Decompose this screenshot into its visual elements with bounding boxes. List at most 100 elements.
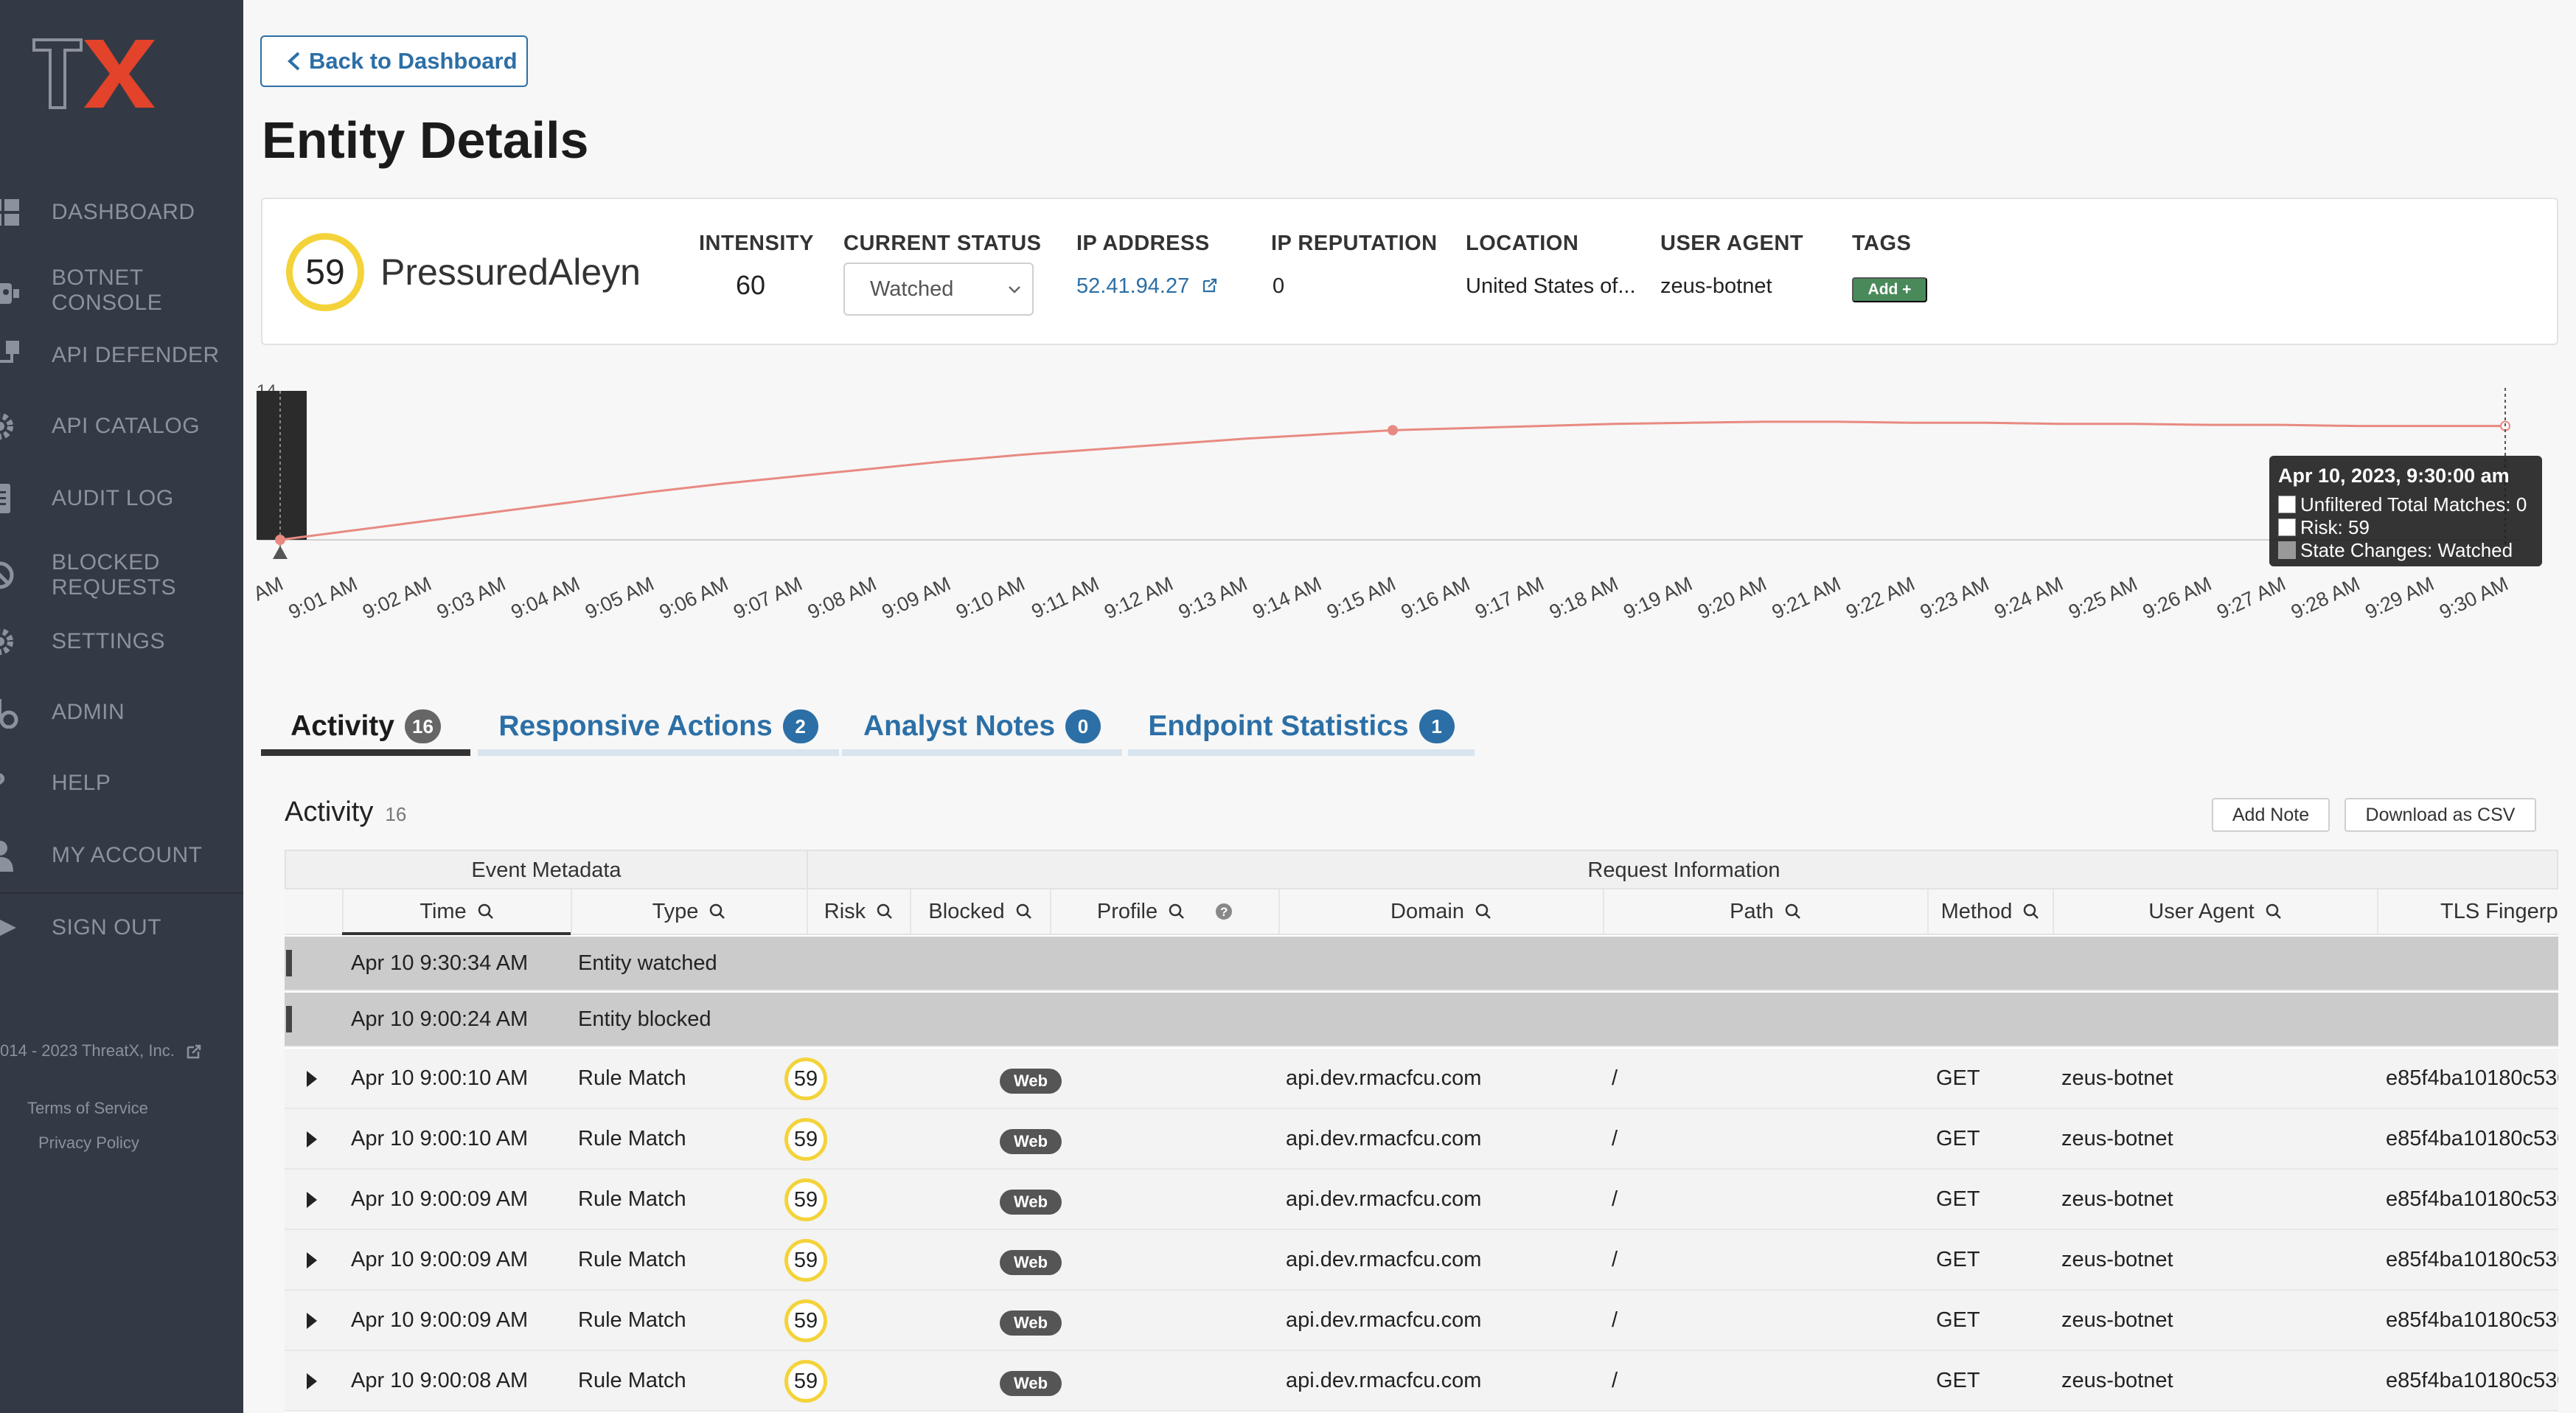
nav-label: SETTINGS: [52, 629, 166, 653]
search-icon[interactable]: [477, 903, 495, 920]
back-to-dashboard-button[interactable]: Back to Dashboard: [260, 35, 528, 87]
nav-api-defender[interactable]: API DEFENDER: [0, 339, 243, 372]
group-event-metadata: Event Metadata: [471, 858, 622, 882]
cell-domain: api.dev.rmacfcu.com: [1286, 1066, 1482, 1090]
nav-settings[interactable]: SETTINGS: [0, 625, 243, 658]
cell-time: Apr 10 9:00:09 AM: [351, 1187, 529, 1211]
current-status-select[interactable]: Watched: [843, 263, 1034, 316]
x-tick-label: 9:30 AM: [2436, 572, 2511, 623]
search-icon[interactable]: [1015, 903, 1033, 920]
chart-svg: 14---9:00 AM9:01 AM9:02 AM9:03 AM9:04 AM…: [211, 381, 2520, 623]
entity-activity-chart: 14---9:00 AM9:01 AM9:02 AM9:03 AM9:04 AM…: [211, 369, 2576, 664]
ip-address-value: 52.41.94.27: [1076, 274, 1190, 298]
x-tick-label: 9:25 AM: [2065, 572, 2140, 623]
nav-label: API DEFENDER: [52, 343, 220, 367]
cell-type: Rule Match: [578, 1066, 686, 1090]
cell-type: Entity blocked: [578, 1007, 711, 1031]
blocked-icon: [0, 561, 14, 589]
nav-api-catalog[interactable]: API CATALOG: [0, 410, 243, 442]
external-link-icon[interactable]: [185, 1043, 203, 1060]
column-header-path[interactable]: Path: [1603, 889, 1927, 934]
event-row[interactable]: Apr 10 9:30:34 AM Entity watched: [285, 937, 2558, 991]
x-tick-label: 9:06 AM: [656, 572, 731, 623]
cell-risk: 59: [784, 1299, 827, 1342]
sign-out-icon: [0, 920, 16, 936]
nav-help[interactable]: ? HELP: [0, 767, 243, 799]
add-note-button[interactable]: Add Note: [2212, 798, 2330, 832]
tooltip-row-text: State Changes: Watched: [2300, 539, 2513, 561]
nav-botnet-console[interactable]: BOTNET CONSOLE: [0, 265, 243, 317]
x-tick-label: 9:11 AM: [1028, 572, 1102, 622]
expand-row-icon[interactable]: [307, 1192, 317, 1208]
entity-name: PressuredAleyn: [380, 251, 641, 293]
threatx-logo[interactable]: [32, 37, 158, 111]
nav-dashboard[interactable]: DASHBOARD: [0, 196, 243, 229]
search-icon[interactable]: [2022, 903, 2040, 920]
search-icon[interactable]: [2265, 903, 2283, 920]
expand-row-icon[interactable]: [307, 1131, 317, 1148]
search-icon[interactable]: [876, 903, 894, 920]
expand-row-icon[interactable]: [307, 1313, 317, 1329]
add-tag-button[interactable]: Add +: [1852, 277, 1927, 302]
tooltip-swatch: [2278, 496, 2296, 513]
x-tick-label: 9:22 AM: [1842, 572, 1918, 623]
table-row[interactable]: Apr 10 9:00:09 AM Rule Match 59 Web api.…: [285, 1170, 2558, 1230]
cell-type: Rule Match: [578, 1187, 686, 1211]
tab-endpoint-statistics[interactable]: Endpoint Statistics 1: [1128, 697, 1475, 756]
x-tick-label: 9:03 AM: [434, 572, 509, 623]
tab-analyst-notes[interactable]: Analyst Notes 0: [842, 697, 1122, 756]
entity-risk-score: 59: [286, 233, 364, 311]
nav-label: AUDIT LOG: [52, 486, 174, 510]
column-header-method[interactable]: Method: [1927, 889, 2053, 934]
cell-user-agent: zeus-botnet: [2061, 1368, 2173, 1392]
tab-label: Endpoint Statistics: [1148, 710, 1409, 742]
cell-profile: Web: [1000, 1069, 1062, 1094]
nav-audit-log[interactable]: AUDIT LOG: [0, 482, 243, 515]
table-row[interactable]: Apr 10 9:00:10 AM Rule Match 59 Web api.…: [285, 1109, 2558, 1170]
privacy-policy-link[interactable]: Privacy Policy: [38, 1133, 139, 1152]
expand-row-icon[interactable]: [307, 1373, 317, 1389]
search-icon[interactable]: [1784, 903, 1802, 920]
table-row[interactable]: Apr 10 9:00:09 AM Rule Match 59 Web api.…: [285, 1291, 2558, 1351]
cell-method: GET: [1936, 1066, 1980, 1090]
column-header-user-agent[interactable]: User Agent: [2053, 889, 2377, 934]
tab-count-badge: 2: [782, 709, 818, 743]
search-icon[interactable]: [709, 903, 726, 920]
column-header-time[interactable]: Time: [342, 889, 571, 934]
search-icon[interactable]: [1475, 903, 1492, 920]
ip-address-link[interactable]: 52.41.94.27: [1076, 274, 1219, 299]
table-row[interactable]: Apr 10 9:00:09 AM Rule Match 59 Web api.…: [285, 1230, 2558, 1291]
expand-row-icon[interactable]: [307, 1252, 317, 1268]
download-csv-button[interactable]: Download as CSV: [2344, 798, 2536, 832]
tab-underline: [478, 749, 839, 756]
column-header-risk[interactable]: Risk: [807, 889, 910, 934]
table-row[interactable]: Apr 10 9:00:10 AM Rule Match 59 Web api.…: [285, 1049, 2558, 1109]
cell-domain: api.dev.rmacfcu.com: [1286, 1187, 1482, 1211]
column-header-type[interactable]: Type: [571, 889, 807, 934]
table-row[interactable]: Apr 10 9:00:08 AM Rule Match 59 Web api.…: [285, 1351, 2558, 1412]
intensity-value: 60: [736, 270, 766, 300]
x-tick-label: 9:27 AM: [2213, 572, 2288, 623]
cell-path: /: [1612, 1066, 1618, 1090]
nav-admin[interactable]: ADMIN: [0, 696, 243, 729]
expand-row-icon[interactable]: [307, 1071, 317, 1087]
nav-my-account[interactable]: MY ACCOUNT: [0, 839, 243, 872]
help-circle-icon[interactable]: ?: [1215, 903, 1233, 920]
nav-label: ADMIN: [52, 700, 125, 724]
tab-responsive-actions[interactable]: Responsive Actions 2: [478, 697, 839, 756]
column-label: TLS Fingerpri: [2440, 899, 2558, 923]
cell-time: Apr 10 9:00:24 AM: [351, 1007, 529, 1031]
column-header-domain[interactable]: Domain: [1278, 889, 1603, 934]
search-icon[interactable]: [1168, 903, 1186, 920]
ip-reputation-value: 0: [1273, 274, 1285, 298]
column-header-profile[interactable]: Profile?: [1050, 889, 1278, 934]
terms-of-service-link[interactable]: Terms of Service: [27, 1099, 148, 1117]
column-header-blocked[interactable]: Blocked: [910, 889, 1050, 934]
column-header-tls-fingerprint[interactable]: TLS Fingerpri: [2377, 889, 2558, 934]
cell-method: GET: [1936, 1126, 1980, 1150]
nav-blocked-requests[interactable]: BLOCKED REQUESTS: [0, 550, 243, 602]
cell-domain: api.dev.rmacfcu.com: [1286, 1368, 1482, 1392]
nav-sign-out[interactable]: SIGN OUT: [0, 912, 243, 944]
tab-activity[interactable]: Activity 16: [261, 697, 470, 756]
event-row[interactable]: Apr 10 9:00:24 AM Entity blocked: [285, 993, 2558, 1047]
